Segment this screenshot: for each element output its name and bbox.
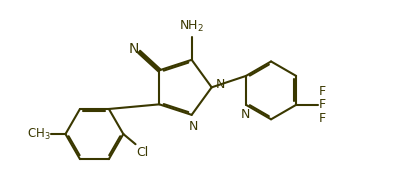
Text: N: N [189,120,198,133]
Text: CH$_3$: CH$_3$ [26,126,50,142]
Text: Cl: Cl [137,146,149,159]
Text: F: F [319,98,326,111]
Text: N: N [216,78,225,91]
Text: N: N [240,108,250,121]
Text: F: F [319,112,326,124]
Text: NH$_2$: NH$_2$ [179,19,204,34]
Text: N: N [129,42,139,56]
Text: F: F [319,85,326,98]
